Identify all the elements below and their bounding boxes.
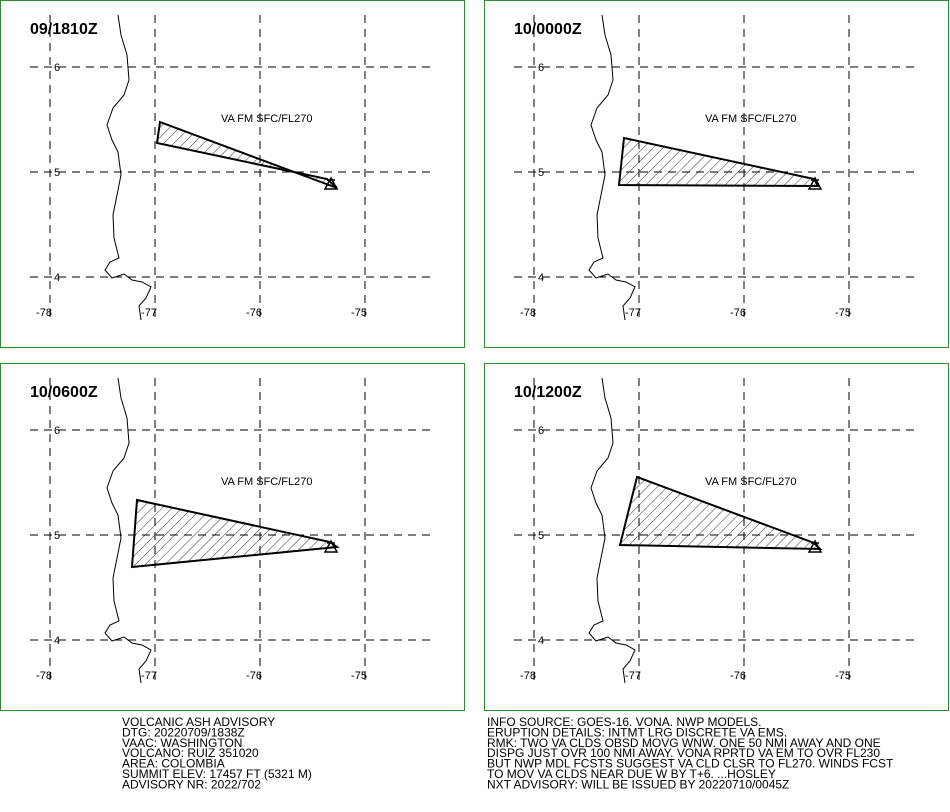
coastline <box>588 377 636 684</box>
panel-frame <box>0 363 465 711</box>
remark-line: BUT NWP MDL FCSTS SUGGEST VA CLD CLSR TO… <box>487 757 894 771</box>
panel-time: 10/0000Z <box>514 21 582 38</box>
advisory-line: VOLCANO: RUIZ 351020 <box>122 746 259 760</box>
lat-label: 6 <box>54 62 60 74</box>
lat-label: 4 <box>538 272 544 284</box>
lat-label: 6 <box>54 425 60 437</box>
coastline <box>104 377 152 684</box>
lat-label: 4 <box>54 635 60 647</box>
panel-time: 09/1810Z <box>30 21 98 38</box>
map-panel: -78 -77 -76 -75 6 5 4 10/0000Z VA FM SFC/FL270 <box>484 0 949 348</box>
lon-label: -76 <box>246 670 262 682</box>
remark-line: INFO SOURCE: GOES-16. VONA. NWP MODELS. <box>487 715 762 729</box>
map-panel: -78 -77 -76 -75 6 5 4 09/1810Z VA FM SFC/FL270 <box>0 0 465 348</box>
ash-label: VA FM SFC/FL270 <box>705 113 797 125</box>
volcano-symbol <box>323 539 339 553</box>
lon-label: -77 <box>141 307 157 319</box>
panel-time: 10/1200Z <box>514 384 582 401</box>
lon-label: -76 <box>730 670 746 682</box>
lon-label: -75 <box>351 307 367 319</box>
advisory-line: ADVISORY NR: 2022/702 <box>122 777 261 791</box>
lon-label: -75 <box>835 307 851 319</box>
ash-label: VA FM SFC/FL270 <box>221 476 313 488</box>
volcano-symbol <box>807 539 823 553</box>
ash-area <box>130 498 340 569</box>
lat-label: 5 <box>54 530 60 542</box>
volcano-symbol <box>807 176 823 190</box>
lon-label: -76 <box>246 307 262 319</box>
lon-label: -77 <box>141 670 157 682</box>
ash-label: VA FM SFC/FL270 <box>221 113 313 125</box>
lat-label: 5 <box>538 530 544 542</box>
panel-frame <box>484 0 949 348</box>
remark-line: TO MOV VA CLDS NEAR DUE W BY T+6. ...HOS… <box>487 767 776 781</box>
ash-area <box>617 136 820 188</box>
lon-label: -77 <box>625 670 641 682</box>
map-panel: -78 -77 -76 -75 6 5 4 10/0600Z VA FM SFC/FL270 <box>0 363 465 711</box>
coastline <box>588 14 636 321</box>
advisory-line: AREA: COLOMBIA <box>122 757 225 771</box>
advisory-line: VOLCANIC ASH ADVISORY <box>122 715 275 729</box>
lon-label: -76 <box>730 307 746 319</box>
lon-label: -75 <box>351 670 367 682</box>
lon-label: -75 <box>835 670 851 682</box>
advisory-line: SUMMIT ELEV: 17457 FT (5321 M) <box>122 767 312 781</box>
lon-label: -78 <box>36 670 52 682</box>
remark-line: DISPG JUST OVR 100 NMI AWAY. VONA RPRTD … <box>487 746 880 760</box>
remark-line: NXT ADVISORY: WILL BE ISSUED BY 20220710… <box>487 777 789 791</box>
lat-label: 5 <box>54 167 60 179</box>
ash-label: VA FM SFC/FL270 <box>705 476 797 488</box>
panel-frame <box>0 0 465 348</box>
lat-label: 5 <box>538 167 544 179</box>
lat-label: 4 <box>54 272 60 284</box>
volcano-symbol <box>323 176 339 190</box>
lat-label: 6 <box>538 425 544 437</box>
coastline <box>104 14 152 321</box>
advisory-line: DTG: 20220709/1838Z <box>122 725 245 739</box>
lat-label: 6 <box>538 62 544 74</box>
lon-label: -78 <box>520 670 536 682</box>
panel-time: 10/0600Z <box>30 384 98 401</box>
advisory-line: VAAC: WASHINGTON <box>122 736 242 750</box>
ash-area <box>155 120 338 189</box>
panel-frame <box>484 363 949 711</box>
lon-label: -78 <box>520 307 536 319</box>
remark-line: RMK: TWO VA CLDS OBSD MOVG WNW. ONE 50 N… <box>487 736 881 750</box>
map-panel: -78 -77 -76 -75 6 5 4 10/1200Z VA FM SFC/FL270 <box>484 363 949 711</box>
lat-label: 4 <box>538 635 544 647</box>
remark-line: ERUPTION DETAILS: INTMT LRG DISCRETE VA … <box>487 725 787 739</box>
lon-label: -78 <box>36 307 52 319</box>
lon-label: -77 <box>625 307 641 319</box>
